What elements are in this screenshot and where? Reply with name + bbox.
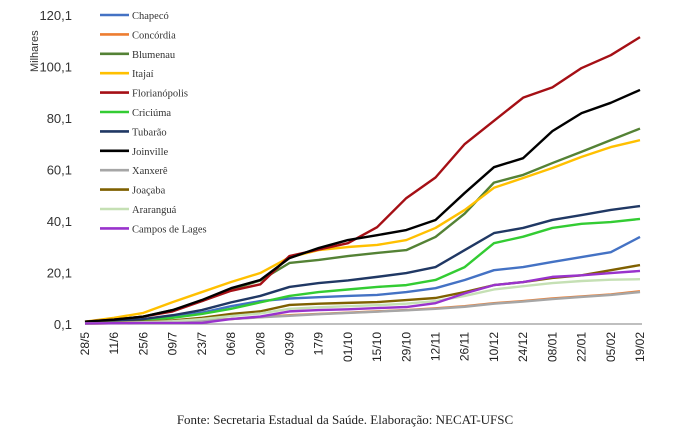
x-tick-label: 11/6 [107, 332, 121, 355]
x-tick-label: 28/5 [78, 332, 92, 356]
x-tick-label: 25/6 [136, 332, 150, 356]
x-tick-label: 10/12 [487, 332, 501, 362]
legend-item: Itajaí [100, 69, 154, 80]
series-line-araranguá [84, 277, 641, 325]
x-tick-label: 22/01 [575, 332, 589, 362]
x-tick-label: 08/01 [545, 332, 559, 362]
x-tick-label: 15/10 [370, 332, 384, 362]
x-tick-label: 19/02 [633, 332, 647, 362]
legend-item: Joaçaba [100, 186, 166, 197]
legend-label: Criciúma [132, 108, 171, 119]
legend-item: Araranguá [100, 205, 177, 216]
legend-label: Campos de Lages [132, 224, 207, 235]
series-line-criciúma [84, 217, 641, 325]
y-tick-label: 120,1 [39, 8, 72, 23]
x-tick-label: 01/10 [341, 332, 355, 362]
series-line-chapecó [84, 235, 641, 325]
y-tick-label: 20,1 [47, 266, 72, 281]
legend-item: Blumenau [100, 50, 176, 61]
legend-item: Campos de Lages [100, 224, 207, 235]
x-tick-label: 26/11 [458, 332, 472, 361]
legend-label: Joinville [132, 147, 169, 158]
legend-label: Chapecó [132, 11, 169, 22]
y-tick-label: 80,1 [47, 111, 72, 126]
legend-item: Criciúma [100, 108, 171, 119]
legend-label: Tubarão [132, 127, 167, 138]
legend-label: Blumenau [132, 50, 176, 61]
y-tick-label: 100,1 [39, 60, 72, 75]
legend-item: Xanxerê [100, 166, 168, 177]
x-tick-label: 03/9 [282, 332, 296, 356]
source-caption: Fonte: Secretaria Estadual da Saúde. Ela… [177, 412, 513, 427]
x-tick-label: 09/7 [166, 332, 180, 356]
y-tick-label: 40,1 [47, 214, 72, 229]
y-tick-label: 0,1 [54, 317, 72, 332]
series-line-tubarão [84, 204, 641, 324]
x-tick-label: 06/8 [224, 332, 238, 356]
x-tick-label: 17/9 [312, 332, 326, 356]
x-tick-label: 23/7 [195, 332, 209, 356]
legend-item: Florianópolis [100, 89, 188, 100]
legend-label: Concórdia [132, 30, 176, 41]
legend-label: Xanxerê [132, 166, 168, 177]
legend-item: Concórdia [100, 30, 176, 41]
legend-item: Chapecó [100, 11, 169, 22]
series-line-campos-de-lages [84, 269, 641, 325]
y-axis-label: Milhares [29, 30, 41, 72]
legend-item: Joinville [100, 147, 169, 158]
x-tick-label: 24/12 [516, 332, 530, 362]
x-tick-label: 05/02 [604, 332, 618, 362]
legend-label: Florianópolis [132, 89, 188, 100]
x-tick-label: 20/8 [253, 332, 267, 356]
y-tick-label: 60,1 [47, 163, 72, 178]
legend-label: Araranguá [132, 205, 177, 216]
x-tick-label: 29/10 [399, 332, 413, 362]
legend-label: Itajaí [132, 69, 154, 80]
series-line-itajaí [84, 138, 641, 323]
legend-label: Joaçaba [132, 186, 166, 197]
series-line-joinville [84, 88, 641, 323]
legend-item: Tubarão [100, 127, 167, 138]
x-tick-label: 12/11 [429, 332, 443, 361]
